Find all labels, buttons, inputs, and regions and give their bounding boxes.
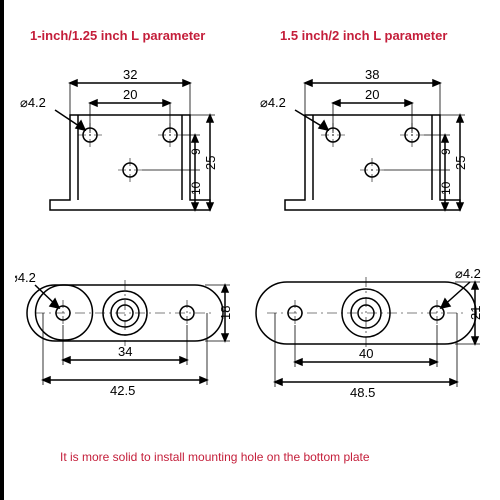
dim-hole-dia-l: ⌀4.2 xyxy=(20,95,46,110)
dim-inner-width-r: 20 xyxy=(365,87,379,102)
title-left: 1-inch/1.25 inch L parameter xyxy=(30,28,205,43)
dim-bottom-outer-r: 48.5 xyxy=(350,385,375,400)
dim-top-width-r: 38 xyxy=(365,67,379,82)
dim-bottom-inner-l: 34 xyxy=(118,344,132,359)
dim-offset2-l: 9 xyxy=(189,148,203,155)
diagram-left: 32 20 ⌀4.2 25 xyxy=(15,55,265,455)
dim-offset2-r: 9 xyxy=(439,148,453,155)
dim-bottom-h-r: 21 xyxy=(468,306,483,320)
dim-bottom-outer-l: 42.5 xyxy=(110,383,135,398)
dim-hole-dia-r: ⌀4.2 xyxy=(260,95,286,110)
dim-hole-dia-bottom-r: ⌀4.2 xyxy=(455,266,481,281)
diagram-right: 38 20 ⌀4.2 25 9 xyxy=(255,55,500,455)
dim-offset1-r: 10 xyxy=(439,181,453,195)
dim-height-r: 25 xyxy=(453,156,468,170)
dim-offset1-l: 10 xyxy=(189,181,203,195)
dim-bottom-h-l: 18 xyxy=(218,306,233,320)
dim-hole-dia-bottom-l: ⌀4.2 xyxy=(15,270,36,285)
dim-inner-width-l: 20 xyxy=(123,87,137,102)
dim-top-width-l: 32 xyxy=(123,67,137,82)
footer-note: It is more solid to install mounting hol… xyxy=(60,450,370,464)
dim-height-l: 25 xyxy=(203,156,218,170)
title-right: 1.5 inch/2 inch L parameter xyxy=(280,28,447,43)
dim-bottom-inner-r: 40 xyxy=(359,346,373,361)
